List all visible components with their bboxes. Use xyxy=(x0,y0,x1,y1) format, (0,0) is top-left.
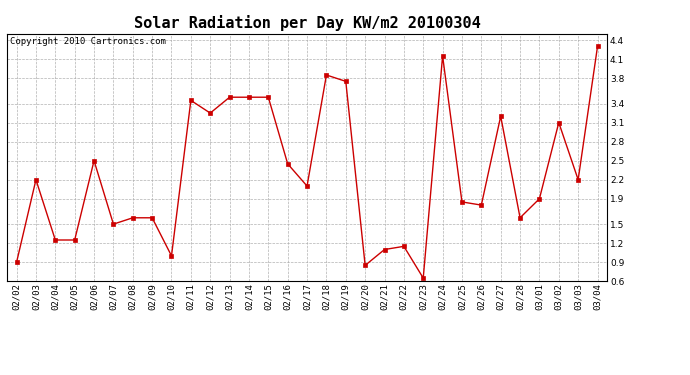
Title: Solar Radiation per Day KW/m2 20100304: Solar Radiation per Day KW/m2 20100304 xyxy=(134,15,480,31)
Text: Copyright 2010 Cartronics.com: Copyright 2010 Cartronics.com xyxy=(10,38,166,46)
